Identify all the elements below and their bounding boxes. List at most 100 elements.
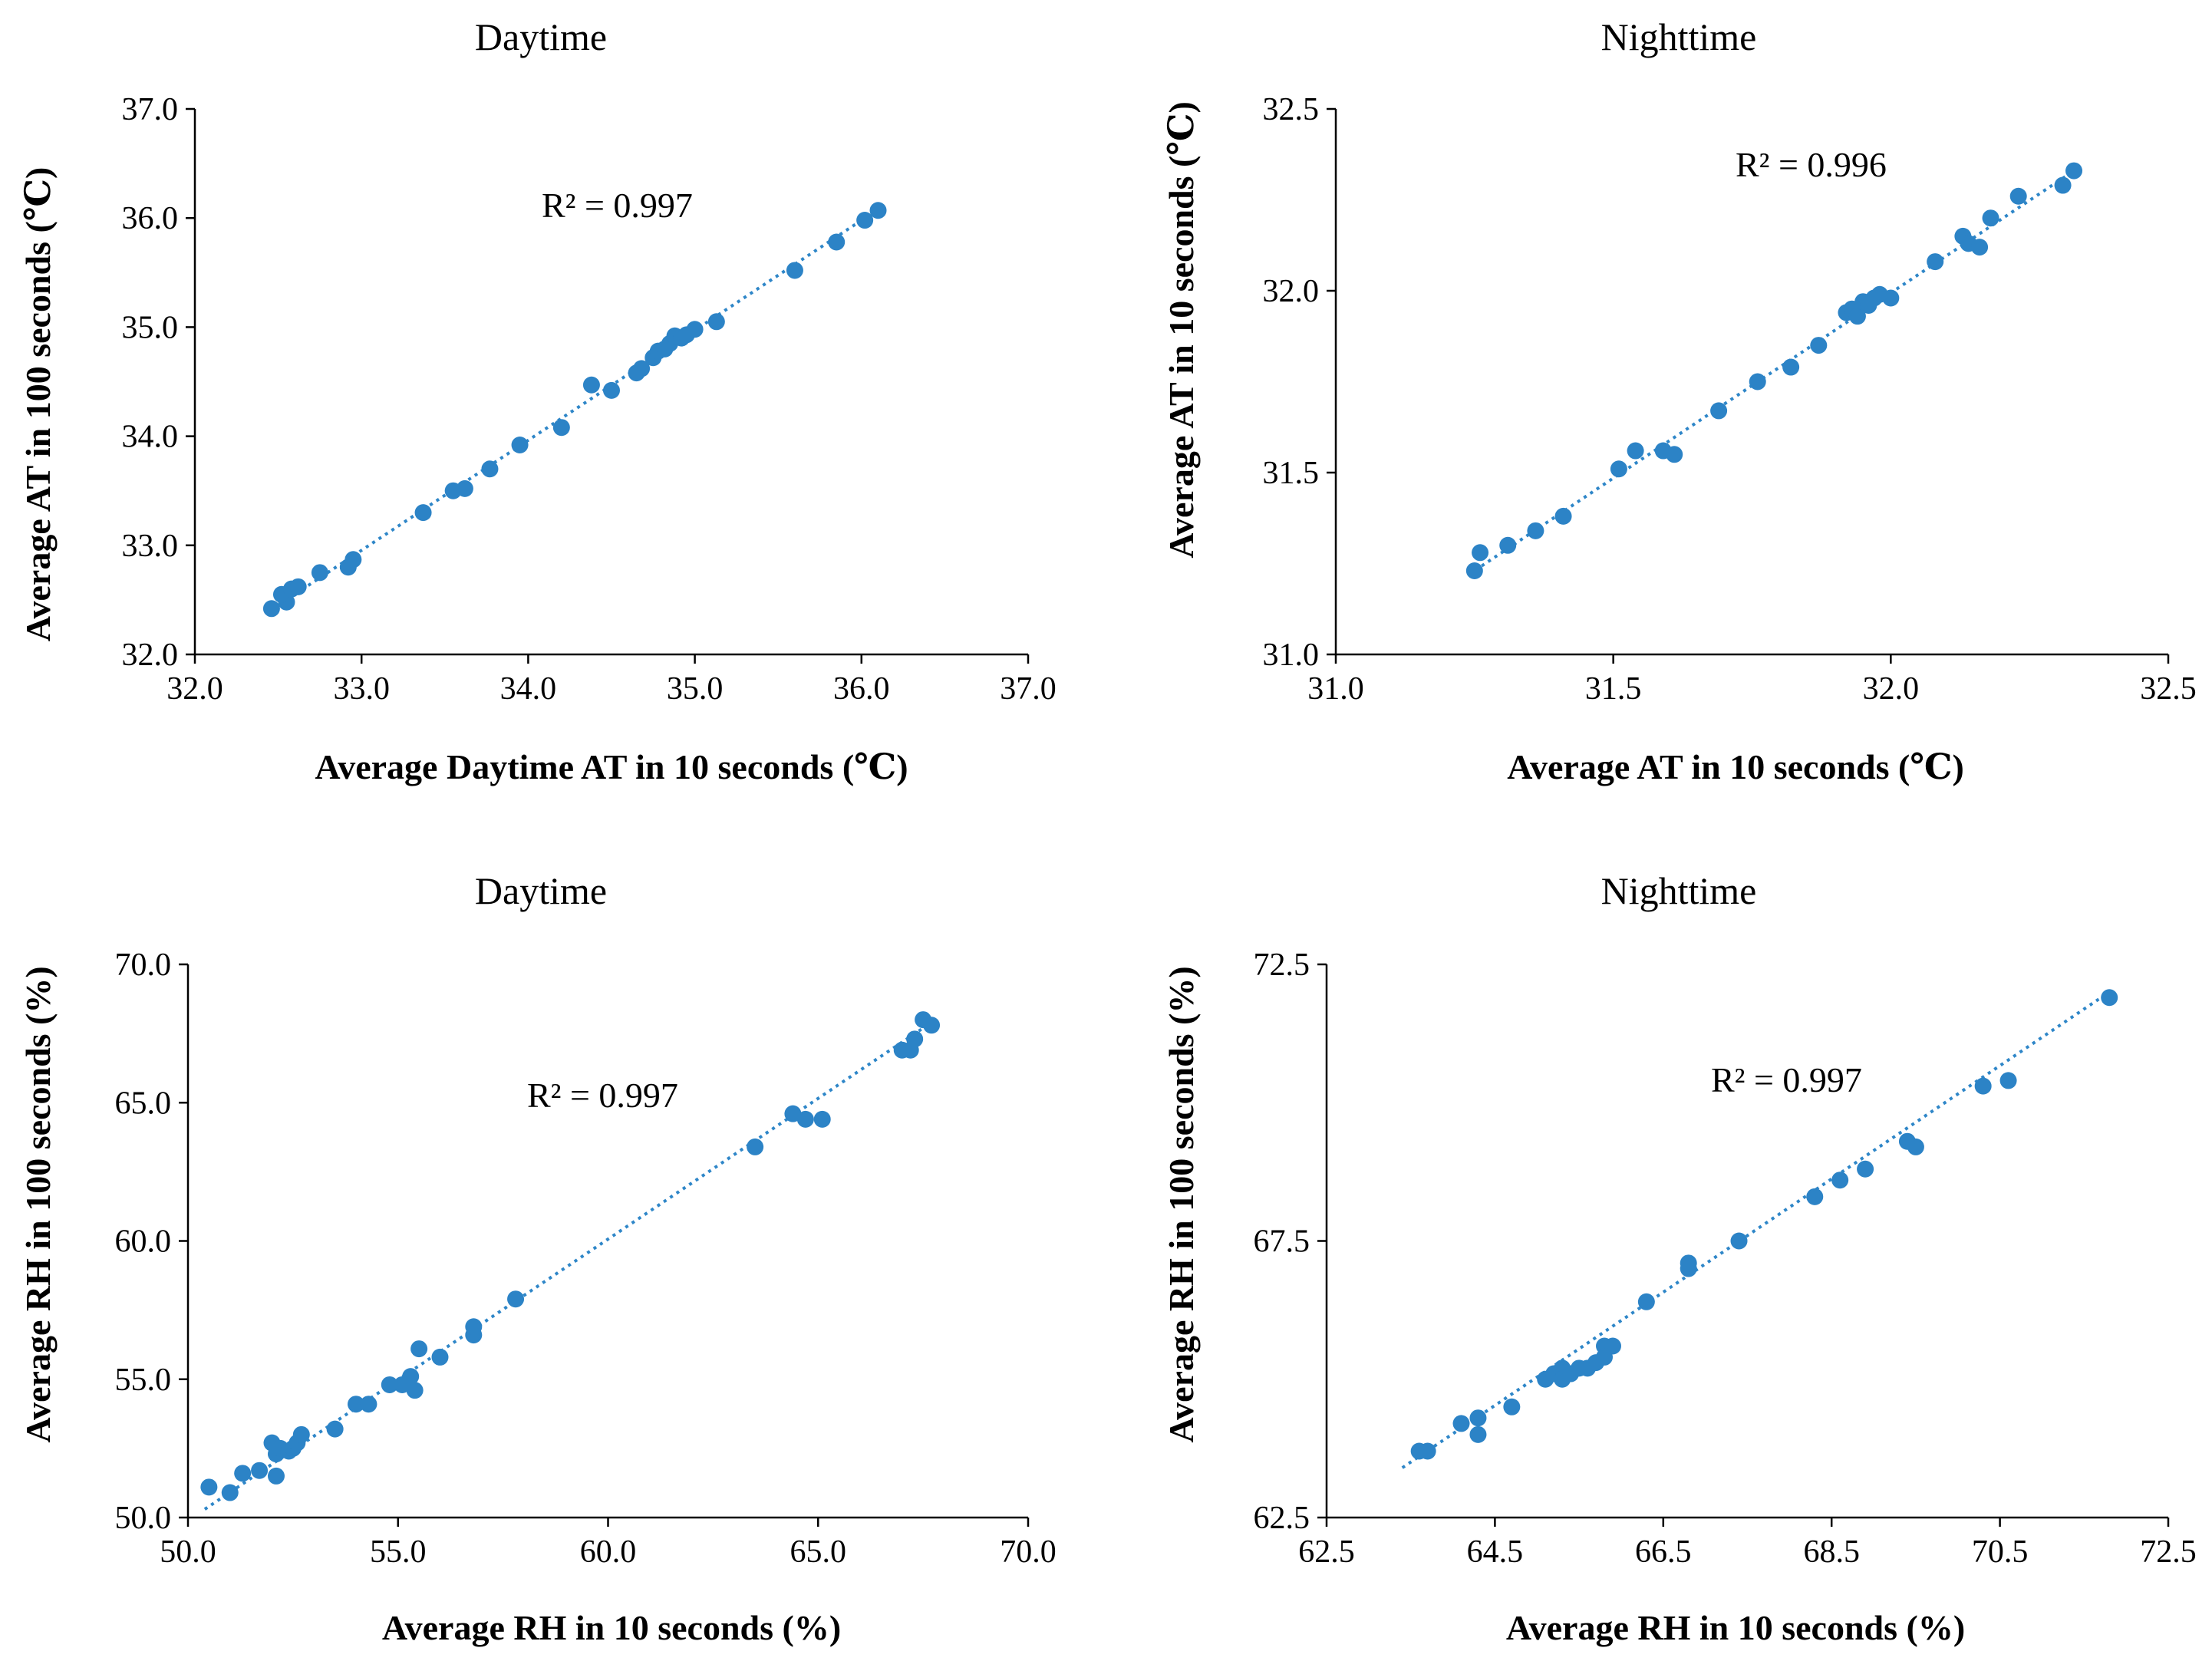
trendline	[203, 1021, 933, 1511]
y-tick-label: 31.5	[1263, 456, 1320, 491]
data-point	[326, 1420, 344, 1438]
data-point	[1503, 1398, 1521, 1415]
data-point	[344, 551, 362, 568]
data-point	[828, 233, 846, 251]
r2-annotation: R² = 0.997	[542, 186, 693, 225]
y-tick-label: 33.0	[122, 529, 179, 564]
data-point	[456, 480, 473, 497]
data-point	[262, 600, 280, 618]
data-point	[796, 1110, 814, 1128]
data-point	[1782, 358, 1800, 376]
data-points	[1410, 989, 2118, 1460]
data-point	[1971, 239, 1989, 256]
y-axis-label: Average RH in 100 seconds (%)	[1162, 966, 1201, 1442]
ticks: 50.0 55.0 60.0 65.0 70.0 50.0 55.0 60.0 65.0 70.0	[115, 947, 1057, 1570]
data-point	[360, 1396, 377, 1413]
data-point	[603, 381, 620, 399]
data-point	[1469, 1409, 1487, 1427]
data-point	[410, 1340, 428, 1358]
data-point	[1554, 507, 1572, 525]
data-point	[1627, 442, 1644, 460]
data-point	[906, 1030, 924, 1048]
y-axis-label: Average RH in 100 seconds (%)	[18, 966, 58, 1442]
y-tick-label: 50.0	[115, 1501, 172, 1536]
data-point	[1848, 308, 1866, 325]
data-point	[707, 313, 725, 331]
data-point	[923, 1017, 941, 1034]
data-point	[1499, 536, 1517, 554]
x-tick-label: 50.0	[160, 1534, 216, 1570]
data-point	[633, 360, 651, 377]
x-tick-label: 32.0	[166, 671, 223, 707]
data-points	[1465, 162, 2083, 579]
data-point	[1666, 446, 1683, 463]
data-point	[1680, 1254, 1697, 1272]
y-tick-label: 60.0	[115, 1224, 172, 1260]
y-tick-label: 32.0	[122, 638, 179, 673]
x-tick-label: 64.5	[1467, 1534, 1524, 1570]
data-point	[511, 436, 529, 453]
data-point	[200, 1478, 218, 1496]
x-tick-label: 72.5	[2140, 1534, 2197, 1570]
data-point	[582, 376, 600, 394]
data-point	[431, 1348, 449, 1366]
data-point	[381, 1376, 398, 1393]
data-point	[786, 262, 803, 279]
x-tick-label: 65.0	[790, 1534, 847, 1570]
data-point	[507, 1290, 525, 1308]
x-tick-label: 66.5	[1635, 1534, 1692, 1570]
r2-annotation: R² = 0.997	[527, 1076, 678, 1115]
data-point	[2065, 162, 2083, 180]
y-tick-label: 32.0	[1263, 274, 1320, 309]
panel-daytime-at: Daytime R² = 0.997 32.0 33.0 34.0 35.0 36.0 3…	[18, 15, 1057, 786]
data-point	[1610, 460, 1627, 478]
x-tick-label: 60.0	[580, 1534, 637, 1570]
data-point	[686, 321, 704, 338]
data-point	[1465, 562, 1483, 579]
data-point	[813, 1110, 831, 1128]
chart-title: Nighttime	[1601, 869, 1757, 912]
chart-title: Daytime	[475, 869, 607, 912]
data-point	[406, 1382, 424, 1399]
data-point	[1806, 1188, 1824, 1205]
ticks: 32.0 33.0 34.0 35.0 36.0 37.0 32.0 33.0 34.0 35.0…	[122, 92, 1057, 707]
y-tick-label: 36.0	[122, 201, 179, 236]
data-point	[414, 504, 432, 522]
y-tick-label: 65.0	[115, 1086, 172, 1121]
chart-title: Daytime	[475, 15, 607, 58]
data-point	[1907, 1138, 1924, 1155]
data-points	[262, 202, 887, 618]
data-point	[1730, 1232, 1748, 1250]
data-point	[267, 1467, 285, 1485]
data-point	[784, 1105, 802, 1122]
y-tick-label: 67.5	[1254, 1224, 1310, 1260]
panel-daytime-rh: Daytime R² = 0.997 50.0 55.0 60.0 65.0 70.05…	[18, 869, 1057, 1647]
data-point	[1831, 1172, 1849, 1189]
y-axis-label: Average AT in 10 seconds (℃)	[1162, 101, 1201, 559]
x-tick-label: 62.5	[1298, 1534, 1355, 1570]
data-points	[200, 1011, 941, 1501]
data-point	[1469, 1425, 1487, 1443]
panel-nighttime-at: Nighttime R² = 0.996 31.0 31.5 32.0 32.531.…	[1162, 15, 2197, 786]
x-tick-label: 32.5	[2140, 671, 2197, 707]
data-point	[311, 564, 328, 582]
data-point	[1982, 209, 1999, 227]
y-tick-label: 35.0	[122, 310, 179, 345]
data-point	[1999, 1072, 2017, 1089]
y-tick-label: 70.0	[115, 947, 172, 983]
data-point	[234, 1465, 252, 1482]
data-point	[1882, 289, 1900, 307]
data-point	[1710, 402, 1728, 420]
data-point	[402, 1368, 420, 1386]
r2-annotation: R² = 0.996	[1736, 145, 1887, 184]
y-tick-label: 72.5	[1254, 947, 1310, 983]
data-point	[1857, 1160, 1874, 1178]
data-point	[856, 212, 874, 229]
x-tick-label: 31.5	[1585, 671, 1642, 707]
x-tick-label: 37.0	[1000, 671, 1057, 707]
data-point	[869, 202, 887, 219]
x-tick-label: 33.0	[333, 671, 390, 707]
panel-nighttime-rh: Nighttime R² = 0.997 62.5 64.5 66.5 68.5 70.…	[1162, 869, 2197, 1647]
data-point	[1452, 1415, 1470, 1432]
